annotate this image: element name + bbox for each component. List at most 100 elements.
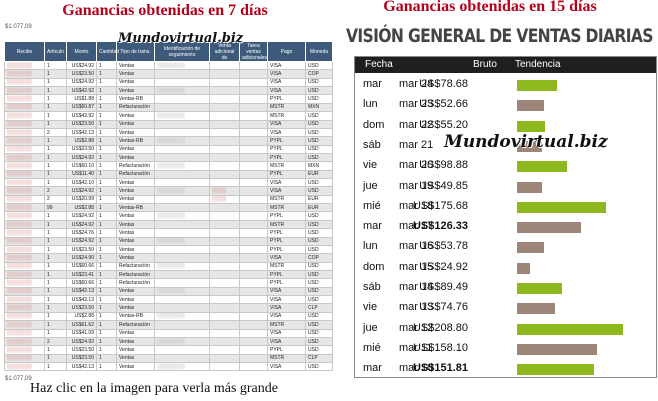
table-row[interactable]: ▒▒▒▒▒▒▒ 1 US$60.10 1 Refacturación ▒▒▒▒▒▒▒▒▒ M… (4, 161, 333, 171)
sales-row[interactable]: sáb mar 21 (355, 136, 656, 156)
redacted-cell (239, 261, 268, 272)
redacted-cell (239, 328, 268, 338)
table-row[interactable]: ▒▒▒▒▒▒▒ 1 US$24.92 1 Ventas ▒▒▒▒▒▒▒▒▒ PYPL USD (4, 236, 333, 246)
table-row[interactable]: ▒▒▒▒▒▒▒ 2 US$24.92 1 Ventas ▒▒▒▒▒▒▒▒▒ VISA USD (4, 336, 333, 347)
transactions-table[interactable]: Recibo Artículo Monto Cantidad Tipo de trans… (4, 41, 333, 372)
redacted-cell (239, 236, 268, 246)
table-cell: MXN (305, 102, 333, 113)
table-cell: US$60.66 (66, 278, 97, 288)
total-top: $1.077,09 (5, 24, 32, 30)
table-row[interactable]: ▒▒▒▒▒▒▒ 2 US$24.92 1 Ventas ▒▒▒▒▒▒▒▒▒ ▒▒▒▒ VISA… (4, 186, 333, 196)
table-cell: CLP (305, 353, 333, 363)
table-cell: PYPL (267, 152, 306, 163)
table-row[interactable]: ▒▒▒▒▒▒▒ 1 US$24.76 1 Ventas PYPL USD (4, 228, 333, 238)
table-row[interactable]: ▒▒▒▒▒▒▒ 1 US$23.50 1 Ventas PYPL USD (4, 244, 333, 255)
table-cell: US$23.50 (66, 345, 97, 355)
table-row[interactable]: ▒▒▒▒▒▒▒ 1 US$23.50 1 Ventas VISA USD (4, 119, 333, 129)
redacted-cell (239, 203, 268, 213)
sale-date: mar 24 (399, 78, 434, 90)
table-cell: US$20.99 (66, 194, 97, 205)
table-row[interactable]: ▒▒▒▒▒▒▒ 99 US$2.88 1 Ventas-RB MSTR EUR (4, 203, 333, 213)
table-row[interactable]: ▒▒▒▒▒▒▒ 1 US$24.92 1 Ventas ▒▒▒▒▒▒▒▒▒ PYPL USD (4, 211, 333, 221)
sales-row[interactable]: mar mar 10 US$151.81 (355, 359, 656, 379)
trend-bar (517, 364, 595, 376)
redacted-cell: ▒▒▒▒▒▒▒ (4, 278, 45, 288)
table-row[interactable]: ▒▒▒▒▒▒▒ 1 US$60.66 1 Refacturación PYPL USD (4, 278, 333, 288)
sales-row[interactable]: dom mar 22 US$55.20 (355, 116, 656, 136)
table-row[interactable]: ▒▒▒▒▒▒▒ 1 US$60.66 1 Refacturación ▒▒▒▒▒▒▒▒▒ M… (4, 261, 333, 272)
table-cell: 1 (44, 77, 67, 88)
redacted-cell (239, 60, 268, 71)
table-row[interactable]: ▒▒▒▒▒▒▒ 1 US$42.92 1 Ventas ▒▒▒▒▒▒▒▒▒ VISA USD (4, 86, 333, 96)
table-row[interactable]: ▒▒▒▒▒▒▒ 1 US$24.92 1 Ventas ▒▒▒▒▒▒▒▒▒ VISA USD (4, 60, 333, 71)
table-row[interactable]: ▒▒▒▒▒▒▒ 1 US$23.50 1 Ventas PYPL USD (4, 144, 333, 154)
day-of-week: mié (363, 199, 381, 212)
table-row[interactable]: ▒▒▒▒▒▒▒ 1 US$23.50 1 Ventas VISA COP (4, 69, 333, 79)
table-row[interactable]: ▒▒▒▒▒▒▒ 1 US$23.50 1 Ventas PYPL USD (4, 345, 333, 355)
sales-row[interactable]: jue mar 12 US$208.80 (355, 319, 656, 339)
table-cell: 1 (96, 278, 117, 288)
table-cell: 1 (44, 94, 67, 104)
table-row[interactable]: ▒▒▒▒▒▒▒ 1 US$24.92 1 Ventas MSTR USD (4, 219, 333, 230)
sales-row[interactable]: mar mar 17 US$126.33 (355, 217, 656, 237)
table-row[interactable]: ▒▒▒▒▒▒▒ 1 US$23.50 1 Ventas MSTR CLP (4, 353, 333, 363)
table-row[interactable]: ▒▒▒▒▒▒▒ 1 US$42.92 1 Ventas ▒▒▒▒▒▒▒▒▒ MSTR USD (4, 111, 333, 121)
table-row[interactable]: ▒▒▒▒▒▒▒ 1 US$24.92 1 Ventas VISA USD (4, 77, 333, 88)
table-row[interactable]: ▒▒▒▒▒▒▒ 1 US$42.13 1 Ventas ▒▒▒▒▒▒▒▒▒ VISA USD (4, 286, 333, 297)
table-cell: PYPL (267, 211, 306, 221)
table-cell: 1 (96, 361, 117, 372)
day-of-week: dom (363, 260, 385, 273)
table-row[interactable]: ▒▒▒▒▒▒▒ 1 US$42.10 1 Ventas VISA USD (4, 178, 333, 188)
table-row[interactable]: ▒▒▒▒▒▒▒ 1 US$60.87 1 Refacturación MSTR MXN (4, 102, 333, 113)
redacted-cell (209, 253, 240, 263)
table-cell: EUR (305, 203, 333, 213)
redacted-cell (209, 269, 240, 280)
redacted-cell: ▒▒▒▒▒▒▒ (4, 94, 45, 104)
table-row[interactable]: ▒▒▒▒▒▒▒ 1 US$42.13 1 Ventas ▒▒▒▒▒▒▒▒▒ VISA USD (4, 361, 333, 372)
table-row[interactable]: ▒▒▒▒▒▒▒ 1 US$2.88 1 Ventas-RB ▒▒▒▒▒▒▒▒▒ PYPL US… (4, 136, 333, 146)
table-row[interactable]: ▒▒▒▒▒▒▒ 1 US$23.50 1 Ventas VISA CLP (4, 303, 333, 313)
sales-row[interactable]: vie mar 20 US$98.88 (355, 156, 656, 176)
table-row[interactable]: ▒▒▒▒▒▒▒ 1 US$41.09 1 Ventas VISA USD (4, 328, 333, 338)
table-row[interactable]: ▒▒▒▒▒▒▒ 2 US$42.13 1 Ventas VISA USD (4, 127, 333, 138)
sales-row[interactable]: mié mar 11 US$158.10 (355, 339, 656, 359)
table-cell: USD (305, 86, 333, 96)
sales-row[interactable]: dom mar 15 US$24.92 (355, 258, 656, 278)
table-cell: 1 (44, 161, 67, 171)
table-cell: PYPL (267, 144, 306, 154)
redacted-cell (154, 244, 210, 255)
sales-row[interactable]: mar mar 24 US$78.68 (355, 75, 656, 95)
table-row[interactable]: ▒▒▒▒▒▒▒ 1 US$42.13 1 Ventas VISA USD (4, 295, 333, 305)
sales-row[interactable]: jue mar 19 US$49.85 (355, 177, 656, 197)
sales-row[interactable]: vie mar 13 US$74.76 (355, 298, 656, 318)
table-row[interactable]: ▒▒▒▒▒▒▒ 1 US$61.62 1 Refacturación MSTR USD (4, 320, 333, 330)
table-row[interactable]: ▒▒▒▒▒▒▒ 1 US$1.88 1 Ventas-RB PYPL USD (4, 94, 333, 104)
table-row[interactable]: ▒▒▒▒▒▒▒ 1 US$2.88 1 Ventas-RB ▒▒▒▒▒▒▒▒▒ VISA US… (4, 311, 333, 322)
day-of-week: vie (363, 301, 378, 314)
redacted-cell (239, 194, 268, 205)
table-cell: 1 (44, 86, 67, 96)
table-row[interactable]: ▒▒▒▒▒▒▒ 2 US$20.99 1 Ventas ▒▒▒▒ MSTR EUR (4, 194, 333, 205)
sales-row[interactable]: sáb mar 14 US$89.49 (355, 278, 656, 298)
table-row[interactable]: ▒▒▒▒▒▒▒ 1 US$23.41 1 Refacturación PYPL USD (4, 269, 333, 280)
sales-row[interactable]: mié mar 18 US$175.68 (355, 197, 656, 217)
table-row[interactable]: ▒▒▒▒▒▒▒ 1 US$24.92 1 Ventas PYPL USD (4, 152, 333, 163)
redacted-cell (239, 361, 268, 372)
table-cell: Ventas (116, 236, 155, 246)
table-row[interactable]: ▒▒▒▒▒▒▒ 1 US$24.90 1 Ventas VISA COP (4, 253, 333, 263)
trend-bar (517, 120, 546, 132)
redacted-cell (239, 178, 268, 188)
table-cell: 1 (96, 228, 117, 238)
table-cell: 2 (44, 186, 67, 196)
click-caption[interactable]: Haz clic en la imagen para verla más gra… (30, 381, 278, 396)
redacted-cell: ▒▒▒▒▒▒▒ (4, 303, 45, 313)
redacted-cell: ▒▒▒▒ (209, 186, 240, 196)
sales-row[interactable]: lun mar 16 US$53.78 (355, 237, 656, 257)
redacted-cell: ▒▒▒▒▒▒▒ (4, 186, 45, 196)
sales-row[interactable]: lun mar 23 US$52.66 (355, 95, 656, 115)
gross-amount: US$78.68 (419, 78, 468, 90)
table-row[interactable]: ▒▒▒▒▒▒▒ 1 US$11.40 1 Refacturación PYPL EUR (4, 169, 333, 180)
redacted-cell: ▒▒▒▒▒▒▒▒▒ (154, 361, 210, 372)
table-cell: USD (305, 119, 333, 129)
sale-date: mar 10 (399, 362, 434, 375)
